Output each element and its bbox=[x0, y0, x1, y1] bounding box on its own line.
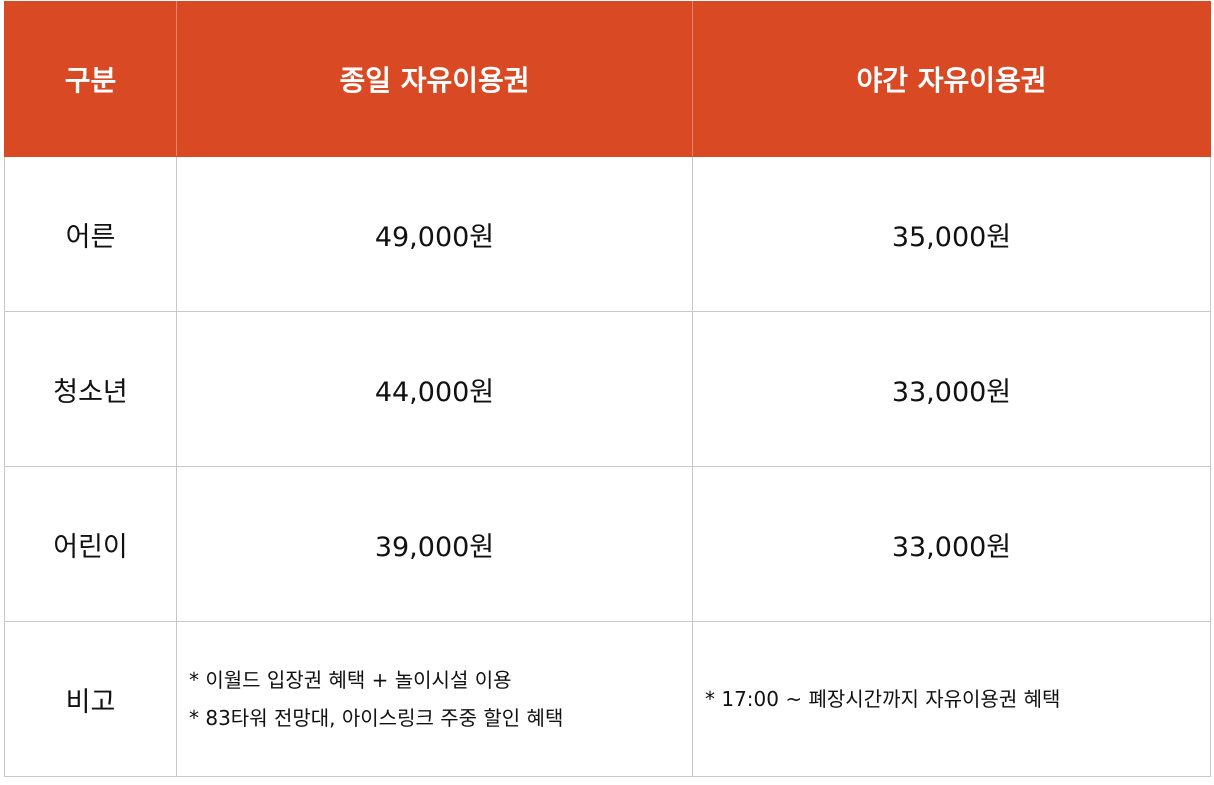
notes-label: 비고 bbox=[4, 621, 177, 777]
header-night-pass: 야간 자유이용권 bbox=[692, 1, 1211, 157]
price-table: 구분 종일 자유이용권 야간 자유이용권 어른 49,000원 35,000원 … bbox=[4, 1, 1211, 777]
day-pass-notes: * 이월드 입장권 혜택 + 놀이시설 이용 * 83타워 전망대, 아이스링크… bbox=[176, 621, 693, 777]
row-category-child: 어린이 bbox=[4, 466, 177, 622]
row-category-youth: 청소년 bbox=[4, 311, 177, 467]
night-pass-notes: * 17:00 ~ 폐장시간까지 자유이용권 혜택 bbox=[692, 621, 1211, 777]
header-day-pass: 종일 자유이용권 bbox=[176, 1, 693, 157]
row-category-adult: 어른 bbox=[4, 156, 177, 312]
row-day-price-child: 39,000원 bbox=[176, 466, 693, 622]
header-row: 구분 종일 자유이용권 야간 자유이용권 bbox=[4, 1, 1211, 157]
day-pass-note: * 83타워 전망대, 아이스링크 주중 할인 혜택 bbox=[189, 706, 564, 730]
row-day-price-youth: 44,000원 bbox=[176, 311, 693, 467]
header-category: 구분 bbox=[4, 1, 177, 157]
table-row: 어른 49,000원 35,000원 bbox=[4, 156, 1211, 312]
row-night-price-youth: 33,000원 bbox=[692, 311, 1211, 467]
table-row: 어린이 39,000원 33,000원 bbox=[4, 466, 1211, 622]
night-pass-note: * 17:00 ~ 폐장시간까지 자유이용권 혜택 bbox=[705, 687, 1061, 711]
row-night-price-child: 33,000원 bbox=[692, 466, 1211, 622]
row-night-price-adult: 35,000원 bbox=[692, 156, 1211, 312]
table-row: 청소년 44,000원 33,000원 bbox=[4, 311, 1211, 467]
day-pass-note: * 이월드 입장권 혜택 + 놀이시설 이용 bbox=[189, 668, 512, 692]
notes-row: 비고 * 이월드 입장권 혜택 + 놀이시설 이용 * 83타워 전망대, 아이… bbox=[4, 621, 1211, 777]
row-day-price-adult: 49,000원 bbox=[176, 156, 693, 312]
